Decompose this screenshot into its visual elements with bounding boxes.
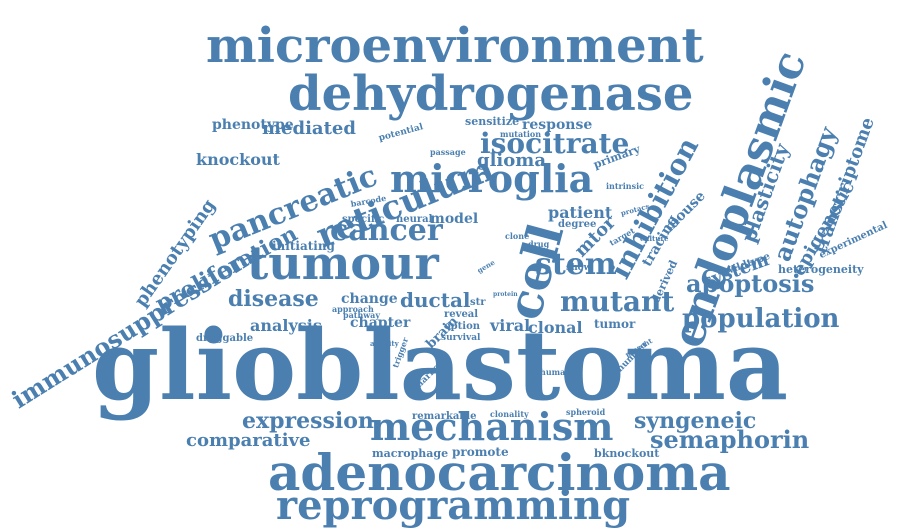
word-approach: approach — [332, 304, 374, 314]
word-syngeneic: syngeneic — [634, 408, 757, 434]
word-isocitrate: isocitrate — [480, 127, 630, 160]
word-macrophage: macrophage — [372, 447, 449, 460]
word-disease: disease — [228, 286, 319, 312]
word-change: change — [341, 291, 398, 307]
word-microenvironment: microenvironment — [206, 18, 704, 74]
word-neural: neural — [396, 214, 433, 225]
word-clone: clone — [505, 231, 530, 241]
word-druggable: druggable — [196, 333, 254, 344]
word-dehydrogenase: dehydrogenase — [288, 66, 694, 122]
word-cancer: cancer — [330, 213, 443, 248]
word-sensitize: sensitize — [465, 115, 520, 128]
word-potential: potential — [377, 122, 425, 144]
word-passage: passage — [430, 147, 466, 157]
word-semaphorin: semaphorin — [650, 425, 810, 454]
word-spheroid: spheroid — [566, 407, 606, 417]
word-stem: stem — [535, 247, 617, 282]
word-bknockout: bknockout — [594, 447, 660, 460]
word-glioblastoma: glioblastoma — [92, 309, 789, 422]
word-degree: degree — [558, 219, 597, 230]
word-clonality: clonality — [490, 409, 529, 419]
word-gene: gene — [475, 257, 497, 275]
word-knockout: knockout — [196, 150, 280, 169]
word-specific: specific — [342, 214, 385, 225]
word-mutation: mutation — [500, 129, 542, 139]
word-ductal: ductal — [400, 288, 471, 312]
word-chapter: chapter — [350, 315, 411, 331]
word-expression: expression — [242, 408, 374, 434]
word-show: show — [566, 263, 592, 273]
word-viral: viral — [490, 316, 531, 335]
word-reprogramming: reprogramming — [276, 482, 631, 529]
word-activity: activity — [370, 339, 399, 348]
word-survival: survival — [441, 333, 481, 343]
word-intrinsic: intrinsic — [606, 181, 645, 191]
word-glioma: glioma — [477, 150, 546, 171]
word-population: population — [682, 304, 840, 334]
word-adenocarcinoma: adenocarcinoma — [268, 443, 731, 502]
word-analysis: analysis — [250, 316, 322, 335]
word-mechanism: mechanism — [370, 404, 614, 449]
word-heterogeneity: heterogeneity — [778, 263, 864, 276]
word-clonal: clonal — [528, 318, 583, 337]
word-str: str — [470, 297, 486, 308]
word-reveal: reveal — [444, 309, 479, 320]
word-tumour: tumour — [247, 236, 439, 290]
word-patient: patient — [548, 203, 613, 222]
word-tumor: tumor — [594, 317, 636, 331]
word-protein: protein — [493, 291, 518, 298]
word-initiating: initiating — [272, 239, 335, 253]
word-drug: drug — [528, 239, 550, 249]
word-human: human — [540, 367, 572, 377]
word-option: option — [444, 321, 481, 332]
word-remarkable: remarkable — [412, 411, 477, 422]
word-comparative: comparative — [186, 430, 311, 451]
word-pathway: pathway — [343, 310, 381, 320]
word-mutant: mutant — [560, 285, 675, 318]
word-mediated: mediated — [262, 118, 356, 139]
word-microglia: microglia — [390, 156, 594, 201]
word-apoptosis: apoptosis — [686, 269, 815, 298]
word-culture: culture — [640, 234, 669, 243]
word-phenotype: phenotype — [212, 117, 294, 133]
word-model: model — [430, 211, 479, 227]
word-promote: promote — [452, 445, 509, 459]
word-response: response — [522, 117, 593, 133]
